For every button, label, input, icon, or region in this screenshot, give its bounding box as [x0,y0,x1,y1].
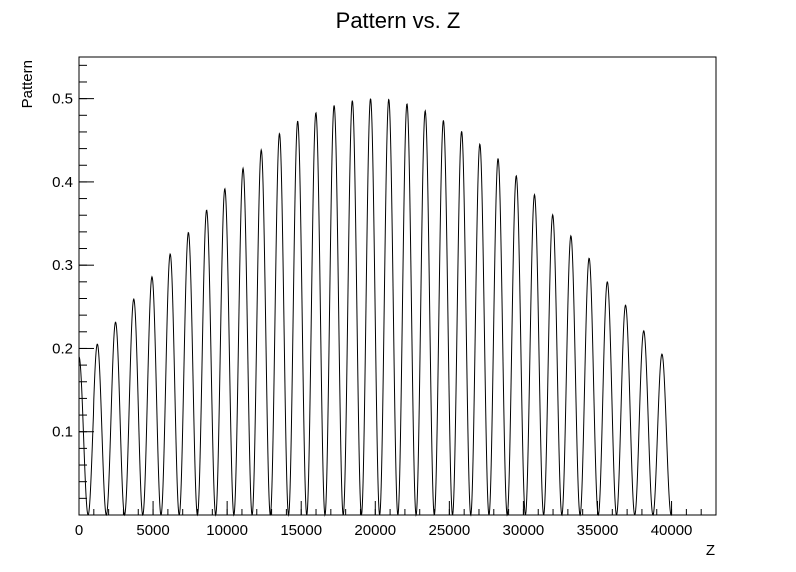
x-tick-label: 35000 [577,522,619,539]
series-layer [78,98,716,517]
y-tick-label: 0.3 [52,257,73,274]
x-tick-label: 0 [75,522,83,539]
y-tick-label: 0.5 [52,91,73,108]
x-tick-label: 40000 [651,522,693,539]
y-tick-label: 0.1 [52,424,73,441]
chart-title: Pattern vs. Z [336,8,461,33]
x-tick-label: 25000 [428,522,470,539]
x-axis-title: Z [706,542,715,559]
y-tick-label: 0.2 [52,340,73,357]
x-tick-label: 10000 [206,522,248,539]
x-tick-label: 20000 [354,522,396,539]
x-tick-label: 30000 [503,522,545,539]
x-tick-label: 15000 [280,522,322,539]
y-tick-label: 0.4 [52,174,73,191]
y-axis-title: Pattern [19,60,36,108]
x-tick-label: 5000 [136,522,169,539]
pattern-line [78,98,672,517]
x-axis-ticks: 0 5000 10000 15000 20000 25000 30000 35000 40000 [75,501,717,539]
plot-frame [78,56,717,516]
y-axis-ticks: 0.1 0.2 0.3 0.4 0.5 [52,64,94,499]
